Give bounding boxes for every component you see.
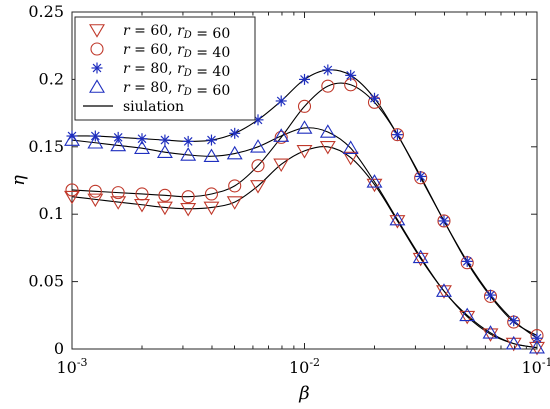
legend-label-1: r = 60, rD = 60 bbox=[123, 23, 230, 42]
marker-series-4-point-8 bbox=[226, 145, 243, 160]
marker-series-4-point-3 bbox=[110, 137, 127, 152]
marker-series-4-point-12 bbox=[319, 124, 336, 138]
marker-series-4-point-15 bbox=[389, 211, 406, 226]
marker-series-2-point-15 bbox=[390, 128, 404, 142]
marker-series-2-point-6 bbox=[181, 190, 195, 204]
marker-series-4-point-16 bbox=[412, 249, 429, 264]
marker-series-3-point-15 bbox=[391, 129, 403, 141]
marker-series-2-point-11 bbox=[297, 99, 312, 113]
data-markers bbox=[64, 64, 545, 356]
marker-series-2-point-5 bbox=[158, 188, 172, 202]
marker-series-2-point-7 bbox=[204, 187, 219, 201]
x-tick-label-1: 10-3 bbox=[56, 356, 87, 377]
marker-series-1-point-8 bbox=[226, 196, 243, 210]
marker-series-2-point-10 bbox=[274, 130, 288, 144]
curve-series-1 bbox=[71, 145, 538, 349]
legend-label-4: r = 80, rD = 60 bbox=[123, 80, 230, 99]
marker-series-2-point-2 bbox=[88, 184, 102, 198]
marker-series-4-point-19 bbox=[482, 325, 499, 339]
marker-series-1-point-20 bbox=[505, 337, 522, 352]
marker-series-3-point-21 bbox=[531, 332, 543, 344]
legend-marker-1 bbox=[89, 24, 105, 38]
marker-series-1-point-16 bbox=[412, 252, 429, 267]
marker-series-1-point-9 bbox=[250, 180, 266, 194]
marker-series-1-point-3 bbox=[110, 196, 127, 210]
marker-series-3-point-5 bbox=[159, 134, 171, 146]
legend-box bbox=[74, 16, 256, 121]
x-axis-label: β bbox=[298, 383, 309, 404]
marker-series-3-point-8 bbox=[229, 127, 241, 139]
y-tick-label-4: 0.15 bbox=[28, 137, 64, 156]
marker-series-4-point-21 bbox=[529, 339, 545, 354]
marker-series-4-point-18 bbox=[459, 307, 476, 322]
y-tick-label-3: 0.1 bbox=[39, 204, 64, 223]
marker-series-4-point-9 bbox=[250, 139, 266, 153]
marker-series-3-point-18 bbox=[461, 255, 473, 267]
marker-series-4-point-10 bbox=[273, 128, 290, 142]
marker-series-4-point-4 bbox=[134, 140, 150, 154]
legend-marker-4 bbox=[89, 79, 105, 93]
y-tick-label-5: 0.2 bbox=[39, 69, 64, 88]
marker-series-4-point-14 bbox=[366, 174, 383, 188]
marker-series-3-point-7 bbox=[205, 134, 217, 146]
marker-series-3-point-16 bbox=[415, 170, 427, 182]
marker-series-3-point-6 bbox=[182, 135, 194, 147]
marker-series-4-point-2 bbox=[87, 135, 104, 149]
marker-series-1-point-13 bbox=[342, 151, 359, 166]
marker-series-1-point-15 bbox=[389, 215, 406, 229]
marker-series-1-point-10 bbox=[273, 158, 290, 173]
marker-series-4-point-17 bbox=[436, 283, 452, 297]
marker-series-1-point-17 bbox=[436, 285, 452, 299]
marker-series-3-point-3 bbox=[112, 131, 124, 143]
marker-series-1-point-7 bbox=[203, 201, 220, 216]
marker-series-3-point-19 bbox=[485, 289, 497, 301]
x-tick-label-3: 10-1 bbox=[521, 356, 550, 377]
legend-label-2: r = 60, rD = 40 bbox=[123, 42, 230, 61]
legend-label-3: r = 80, rD = 40 bbox=[123, 61, 230, 80]
marker-series-3-point-14 bbox=[368, 92, 380, 104]
marker-series-1-point-19 bbox=[482, 328, 499, 342]
marker-series-3-point-12 bbox=[322, 64, 334, 76]
x-tick-label-2: 10-2 bbox=[289, 356, 320, 377]
marker-series-3-point-20 bbox=[508, 315, 520, 327]
marker-series-2-point-8 bbox=[228, 179, 242, 193]
marker-series-1-point-14 bbox=[366, 178, 383, 193]
marker-series-4-point-7 bbox=[203, 148, 220, 163]
y-tick-label-2: 0.05 bbox=[28, 272, 64, 291]
marker-series-2-point-12 bbox=[321, 79, 335, 93]
marker-series-2-point-9 bbox=[251, 159, 265, 173]
curve-series-4 bbox=[71, 127, 538, 349]
marker-series-4-point-5 bbox=[156, 144, 173, 158]
marker-series-2-point-17 bbox=[437, 214, 451, 228]
y-tick-label-6: 0.25 bbox=[28, 2, 64, 21]
marker-series-4-point-11 bbox=[296, 120, 313, 134]
marker-series-3-point-10 bbox=[275, 95, 287, 107]
marker-series-1-point-5 bbox=[156, 201, 173, 216]
marker-series-3-point-11 bbox=[299, 73, 310, 85]
marker-series-1-point-6 bbox=[180, 203, 197, 217]
legend-marker-2 bbox=[90, 42, 104, 56]
marker-series-4-point-13 bbox=[342, 140, 359, 154]
marker-series-1-point-1 bbox=[64, 190, 80, 205]
marker-series-1-point-18 bbox=[459, 310, 476, 325]
marker-series-1-point-11 bbox=[296, 145, 313, 159]
marker-series-1-point-2 bbox=[87, 193, 104, 208]
legend: r = 60, rD = 60r = 60, rD = 40r = 80, rD… bbox=[74, 16, 256, 121]
axes: 10-3 10-2 10-1 0 0.05 0.1 0.15 0.2 0.25 β η bbox=[8, 2, 550, 404]
legend-marker-3 bbox=[91, 62, 103, 74]
marker-series-4-point-1 bbox=[64, 132, 80, 146]
marker-series-2-point-3 bbox=[111, 186, 125, 200]
marker-series-4-point-6 bbox=[180, 147, 197, 161]
marker-series-1-point-12 bbox=[319, 141, 336, 155]
y-tick-label-1: 0 bbox=[54, 339, 64, 358]
marker-series-2-point-1 bbox=[65, 183, 79, 197]
legend-label-simulation: siulation bbox=[123, 99, 184, 115]
marker-series-2-point-4 bbox=[135, 187, 149, 201]
marker-series-4-point-20 bbox=[505, 335, 522, 350]
y-axis-label: η bbox=[8, 175, 29, 186]
marker-series-3-point-13 bbox=[345, 69, 357, 81]
marker-series-3-point-17 bbox=[438, 215, 450, 227]
